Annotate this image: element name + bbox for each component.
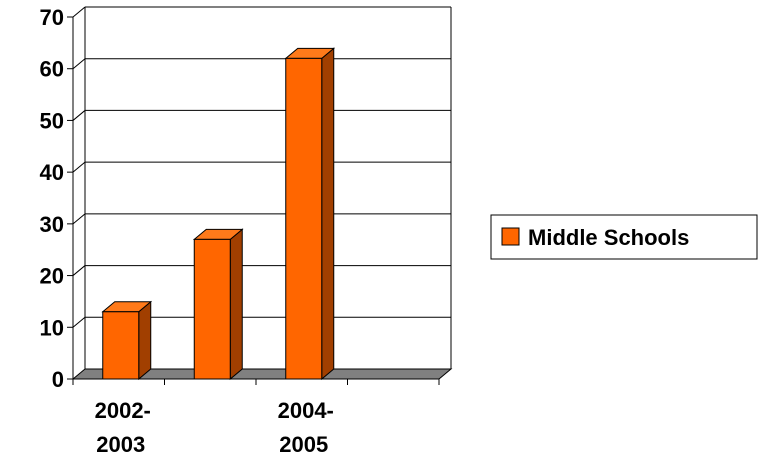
x-axis-labels: 2002- 2003 2004- 2005 bbox=[95, 398, 334, 457]
bars bbox=[101, 47, 336, 381]
bar-side bbox=[229, 228, 243, 381]
y-axis-ticks: 0 10 20 30 40 50 60 70 bbox=[40, 5, 73, 392]
x-category-label: 2003 bbox=[96, 432, 145, 457]
y-tick-label: 70 bbox=[40, 5, 64, 30]
bar-side bbox=[321, 47, 335, 381]
x-category-label: 2004- bbox=[278, 398, 334, 423]
gridline-side bbox=[72, 265, 86, 276]
y-tick-label: 0 bbox=[52, 367, 64, 392]
bar-front bbox=[193, 238, 231, 380]
y-tick-label: 30 bbox=[40, 212, 64, 237]
y-tick-label: 60 bbox=[40, 57, 64, 82]
legend-swatch bbox=[501, 227, 520, 246]
legend-label-middle-schools: Middle Schools bbox=[528, 225, 689, 250]
x-category-label: 2002- bbox=[95, 398, 151, 423]
y-tick-label: 50 bbox=[40, 108, 64, 133]
bar-front bbox=[102, 311, 140, 380]
grid-lines bbox=[72, 6, 451, 328]
gridline-side bbox=[72, 316, 86, 328]
gridline-side bbox=[72, 213, 86, 225]
gridline-side bbox=[72, 161, 86, 173]
gridline-side bbox=[72, 58, 86, 70]
legend-box bbox=[490, 214, 758, 260]
y-tick-label: 10 bbox=[40, 315, 64, 340]
chart-walls bbox=[72, 7, 452, 379]
bar bbox=[101, 300, 153, 381]
y-tick-label: 40 bbox=[40, 160, 64, 185]
gridline-side bbox=[72, 110, 86, 121]
bar-side bbox=[138, 300, 152, 381]
gridline-side bbox=[72, 6, 86, 18]
x-category-label: 2005 bbox=[279, 432, 328, 457]
bar bbox=[192, 228, 244, 381]
y-tick-label: 20 bbox=[40, 264, 64, 289]
legend: Middle Schools bbox=[490, 214, 758, 260]
bar-front bbox=[285, 57, 323, 380]
bar bbox=[284, 47, 336, 381]
